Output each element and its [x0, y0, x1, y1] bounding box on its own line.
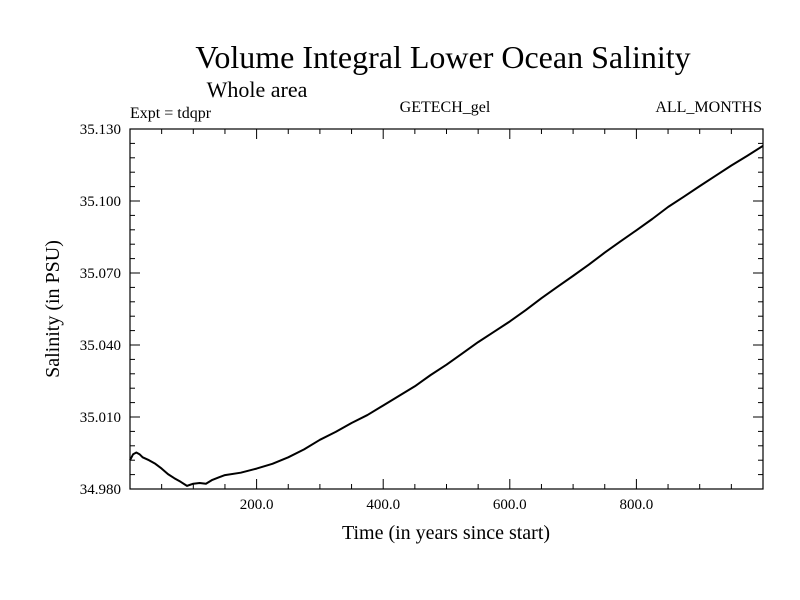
y-tick-label: 35.040: [80, 338, 121, 354]
x-tick-label: 200.0: [240, 497, 274, 513]
axis-ticks: [130, 128, 763, 490]
y-tick-label: 34.980: [80, 482, 121, 498]
plot-frame: [129, 128, 764, 490]
salinity-series-line: [129, 144, 764, 487]
x-tick-label: 400.0: [366, 497, 400, 513]
y-axis-label: Salinity (in PSU): [42, 240, 64, 378]
axis-tick-labels: 200.0 400.0 600.0 800.0 34.980 35.010 35.040 35…: [80, 122, 654, 513]
y-tick-label: 35.070: [80, 266, 121, 282]
experiment-label: Expt = tdqpr: [130, 105, 212, 122]
y-tick-label: 35.130: [80, 122, 121, 138]
chart-title: Volume Integral Lower Ocean Salinity: [195, 39, 690, 75]
x-axis-label: Time (in years since start): [342, 522, 550, 544]
months-label: ALL_MONTHS: [655, 99, 762, 116]
y-tick-label: 35.010: [80, 410, 121, 426]
x-tick-label: 800.0: [620, 497, 654, 513]
chart-subtitle: Whole area: [207, 77, 308, 102]
dataset-label: GETECH_gel: [400, 99, 491, 116]
y-tick-label: 35.100: [80, 194, 121, 210]
x-tick-label: 600.0: [493, 497, 527, 513]
